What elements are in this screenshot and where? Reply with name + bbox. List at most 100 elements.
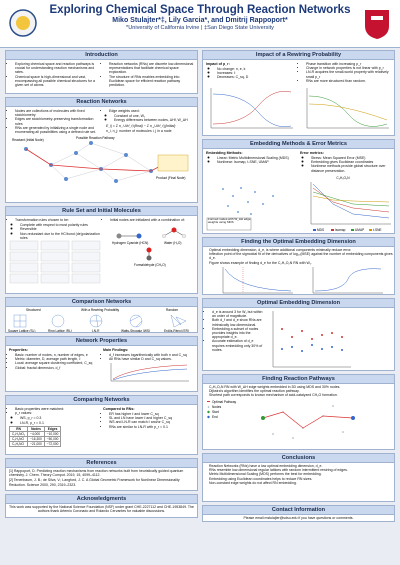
legend-entry: End <box>212 415 218 419</box>
bullet: Figure shows example of finding d_e for … <box>209 261 394 265</box>
bullet: Embedding a subset of nodes provides ins… <box>212 327 264 340</box>
heading: Optimal Embedding Dimension <box>203 299 394 308</box>
bullet: Edges are stoichiometry-preserving trans… <box>15 117 100 125</box>
text: This work was supported by the National … <box>9 505 194 514</box>
bullet: RNs are generated by initializing a sing… <box>15 126 100 134</box>
equation: E_ij = Σ n_i ΔH_f,i(final) − Σ n_j ΔH_f,… <box>106 123 176 128</box>
subtitle: Main Findings: <box>103 348 129 352</box>
bullet: Linear: Metric Multidimensional Scaling … <box>217 156 297 160</box>
bullet: d_f increases logarithmically with both … <box>109 353 194 357</box>
list: Basic: number of nodes, n, number of edg… <box>9 353 100 370</box>
bullet: LN-R acquires the small-world property w… <box>306 70 391 78</box>
column: Impact of p_r: No change: n, e, kIncreas… <box>206 61 297 83</box>
bullet: RNs resemble low-dimensional regular lat… <box>209 468 394 472</box>
network-nodes <box>24 141 153 184</box>
list: No change: n, e, kIncreases: ℓDecreases:… <box>206 67 297 80</box>
network-types: Structured With a Rewiring Probability R… <box>8 308 189 333</box>
section-comparing-networks: Comparing Networks Basic properties were… <box>5 395 198 455</box>
heading: Comparing Networks <box>6 396 197 405</box>
list: Constant of one, W₁Energy differences be… <box>103 114 194 122</box>
bullet: Basic: number of nodes, n, number of edg… <box>15 353 100 357</box>
section-embedding: Embedding Methods & Error Metrics Embedd… <box>202 139 395 234</box>
list: Edge weights used: <box>103 109 194 113</box>
network-label: Square Lattice (SL) <box>8 329 35 333</box>
legend-entry: MDS <box>317 228 324 232</box>
bullet: WS, p_r ≈ 0.3 <box>20 416 100 420</box>
table: RN Nodes Edges C₂H₅NO₂ ~4,000 ~10,000 C₂H₄NO ~1… <box>8 425 62 447</box>
section-contact: Contact Information Please email mstulaj… <box>202 505 395 522</box>
list: Transformation rules chosen to be: <box>9 218 101 222</box>
product-box <box>157 154 189 172</box>
subtitle: Compared to RNs: <box>103 407 135 411</box>
bullet: Energy differences between nodes, ΔHf, W… <box>114 118 194 122</box>
list: Linear: Metric Multidimensional Scaling … <box>206 156 297 164</box>
bullet: C₂H₅O₂N RN with W_ΔH edge weights embedd… <box>209 385 394 389</box>
legend-entry: Start <box>212 410 219 414</box>
bullet: Nonlinear methods provide global structu… <box>311 164 391 172</box>
section-pathways: Finding Reaction Pathways C₂H₅O₂N RN wit… <box>202 374 395 450</box>
legend-entry: Optimal Pathway <box>212 400 236 404</box>
molecules: Hydrogen Cyanide (HCN) Water (H₂O) Forma… <box>112 227 186 267</box>
logo-right <box>365 10 389 39</box>
cell: C₃H₅NO <box>8 440 29 447</box>
table-row: C₂H₄NO ~16,300 ~50,000 <box>8 435 62 442</box>
figure: Optimal Pathway Nodes Start End <box>207 400 355 439</box>
column: Embedding Methods: Linear: Metric Multid… <box>206 150 297 173</box>
columns: Transformation rules chosen to be: Compl… <box>6 216 197 285</box>
section-finding-dimension: Finding the Optimal Embedding Dimension … <box>202 237 395 295</box>
bullet: Transformation rules chosen to be: <box>15 218 101 222</box>
bullet: Metric: diameter, D, average path length… <box>15 357 100 361</box>
column: Transformation rules chosen to be: Compl… <box>9 217 101 284</box>
note: n_i, n_j: number of molecules i, j in a … <box>106 128 172 133</box>
bullet: All RNs have similar D and C_sq values. <box>109 357 194 361</box>
molecule-label: Formaldehyde (CH₂O) <box>134 263 166 267</box>
bullet: Reaction networks (RNs) are discrete low… <box>109 62 194 75</box>
bullet: Phase transition with increasing p_r <box>306 62 391 66</box>
list: Nodes are collections of molecules with … <box>9 109 100 134</box>
bullet: Local: average square clustering coeffic… <box>15 361 100 365</box>
bullet: Increases: ℓ <box>217 71 297 75</box>
section-introduction: Introduction Exploring chemical space an… <box>5 50 198 94</box>
bullet: Edge weights used: <box>109 109 194 113</box>
legend-entry: Isomap <box>335 228 346 232</box>
section-network-properties: Network Properties Properties: Basic: nu… <box>5 336 198 392</box>
bullet: Inflection point of the sigmoidal fit of… <box>209 252 394 260</box>
subtitle: Error metrics: <box>300 151 324 155</box>
reference: [2] Tenenbaum, J. B.; de Silva, V.; Lang… <box>9 478 180 487</box>
bullet: Non-constant edge weights do not affect … <box>209 481 394 485</box>
cell: ~21,000 <box>27 440 45 447</box>
optimal-path <box>262 411 354 428</box>
bullet: Dijkstra's algorithm identifies the opti… <box>209 389 394 393</box>
bullet: p_r values: <box>15 411 100 415</box>
bullet: Decreases: C_sq, D <box>217 75 297 79</box>
bullet: Constant of one, W₁ <box>114 114 194 118</box>
legend-entry: t-SNE <box>373 228 382 232</box>
figure-label: Possible Reaction Pathway <box>76 136 115 140</box>
nodes <box>262 404 354 439</box>
bullet: RNs are more structured than random. <box>306 79 391 83</box>
bullet: Embedding using Euclidean coordinates he… <box>209 477 394 481</box>
figures <box>210 87 389 129</box>
bullet: Nonlinear: Isomap, t-SNE, UMAP <box>217 160 297 164</box>
figure-label: Product (Final Node) <box>156 176 185 180</box>
group-label: With a Rewiring Probability <box>81 308 119 312</box>
molecule-label: Hydrogen Cyanide (HCN) <box>112 241 148 245</box>
bullet: Embedding gives Euclidean coordinates <box>311 160 391 164</box>
heading: Contact Information <box>203 506 394 515</box>
list: Complete with respect to most polarity r… <box>9 223 101 240</box>
bullet: Stress: Mean Squared Error (MSE) <box>311 156 391 160</box>
columns: d_e is around 3 for W₁ but within an ord… <box>203 308 394 370</box>
group-label: Structured <box>26 308 41 312</box>
affiliations: *University of California Irvine | ‡San … <box>126 25 274 31</box>
figure <box>272 311 351 368</box>
figures: Formed nodes with W_ΔH edge weights usin… <box>206 176 391 232</box>
list: Reaction networks (RNs) are discrete low… <box>103 62 194 87</box>
list: C₂H₅O₂N RN with W_ΔH edge weights embedd… <box>203 385 394 398</box>
cell: ~72,000 <box>43 440 62 447</box>
column: Initial nodes are initialized with a com… <box>104 217 196 284</box>
bullet: Complete with respect to most polarity r… <box>20 223 101 227</box>
network-label: Watts-Strogatz (WS) <box>121 329 150 333</box>
list: WS, p_r ≈ 0.3LN-R, p_r ≈ 0.1 <box>9 416 100 424</box>
heading: Reaction Networks <box>6 98 197 107</box>
